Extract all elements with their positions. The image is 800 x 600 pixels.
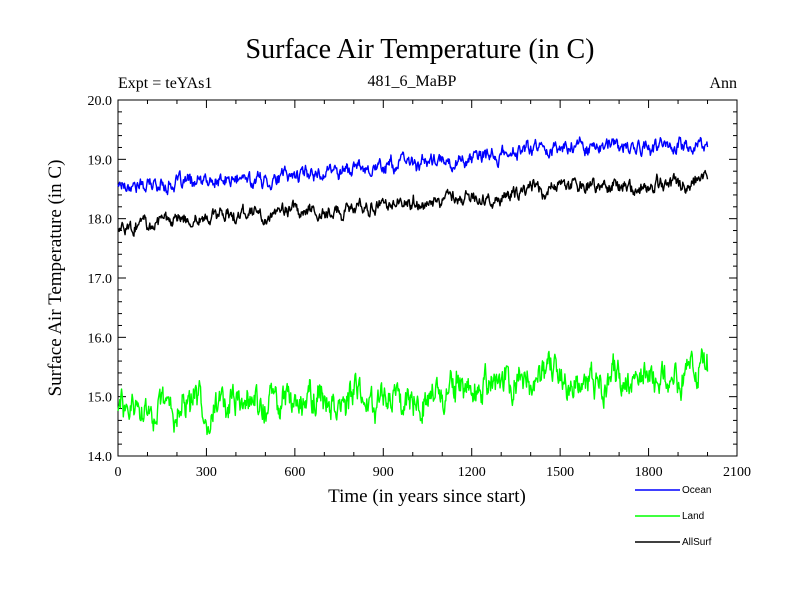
x-axis-label: Time (in years since start) [328,486,526,507]
x-tick-label-1500: 1500 [546,465,574,480]
y-tick-label-20: 20.0 [88,94,113,109]
y-tick-label-15: 15.0 [88,391,113,406]
x-tick-label-900: 900 [373,465,394,480]
subtitle: 481_6_MaBP [368,73,457,90]
series-layer [117,136,709,436]
y-axis-label: Surface Air Temperature (in C) [45,160,66,397]
chart-title: Surface Air Temperature (in C) [246,34,595,65]
x-tick-label-2100: 2100 [723,465,751,480]
y-axis: 14.0 15.0 16.0 17.0 18.0 19.0 20.0 [88,94,737,465]
x-tick-label-300: 300 [196,465,217,480]
legend: Ocean Land AllSurf [635,485,712,548]
y-tick-label-16: 16.0 [88,331,113,346]
x-tick-label-1800: 1800 [635,465,663,480]
series-ocean-line [117,136,709,196]
y-tick-label-17: 17.0 [88,272,113,287]
y-tick-label-14: 14.0 [88,450,113,465]
legend-label-ocean: Ocean [682,485,711,496]
series-land-line [117,348,709,436]
x-tick-label-0: 0 [115,465,122,480]
x-axis: 0 300 600 900 1200 1500 1800 2100 [115,100,751,480]
period-label: Ann [709,75,737,92]
series-allsurf-line [117,169,709,237]
y-tick-label-19: 19.0 [88,153,113,168]
legend-label-allsurf: AllSurf [682,537,712,548]
x-tick-label-1200: 1200 [458,465,486,480]
legend-label-land: Land [682,511,704,522]
x-tick-label-600: 600 [284,465,305,480]
y-tick-label-18: 18.0 [88,213,113,228]
experiment-label: Expt = teYAs1 [118,75,212,92]
